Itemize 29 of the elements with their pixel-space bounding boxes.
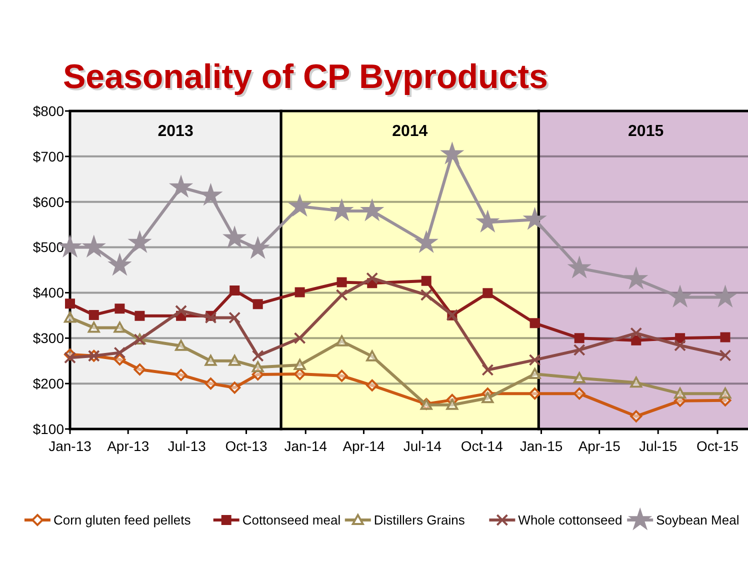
band-label: 2014 xyxy=(392,123,428,140)
legend-label: Whole cottonseed xyxy=(518,512,622,528)
band-label: 2015 xyxy=(628,123,664,140)
x-tick-label: Jul-13 xyxy=(168,438,206,454)
x-tick-label: Jan-13 xyxy=(48,438,92,454)
x-tick-label: Jan-14 xyxy=(284,438,328,454)
chart-title: Seasonality of CP Byproducts xyxy=(65,60,550,98)
legend-label: Corn gluten feed pellets xyxy=(53,512,192,528)
y-tick-label: $800 xyxy=(32,102,64,119)
y-tick-label: $300 xyxy=(32,330,64,346)
legend-label: Soybean Meal xyxy=(656,512,740,528)
y-tick-label: $600 xyxy=(32,194,64,210)
legend-label: Cottonseed meal xyxy=(242,512,341,528)
x-tick-label: Jan-15 xyxy=(520,438,563,454)
y-tick-label: $200 xyxy=(32,375,64,392)
x-tick-label: Oct-13 xyxy=(225,438,268,454)
x-tick-label: Oct-15 xyxy=(696,438,739,454)
y-tick-label: $700 xyxy=(32,148,64,164)
x-tick-label: Jul-14 xyxy=(403,438,442,454)
legend-label: Distillers Grains xyxy=(374,512,466,528)
x-tick-label: Apr-14 xyxy=(342,438,385,454)
x-tick-label: Apr-13 xyxy=(107,438,150,454)
y-tick-label: $500 xyxy=(32,239,64,256)
x-tick-label: Oct-14 xyxy=(460,438,504,454)
y-tick-label: $400 xyxy=(32,284,64,301)
x-tick-label: Jul-15 xyxy=(639,438,678,454)
band-label: 2013 xyxy=(158,123,194,140)
x-tick-label: Apr-15 xyxy=(578,438,621,454)
y-tick-label: $100 xyxy=(32,420,64,437)
